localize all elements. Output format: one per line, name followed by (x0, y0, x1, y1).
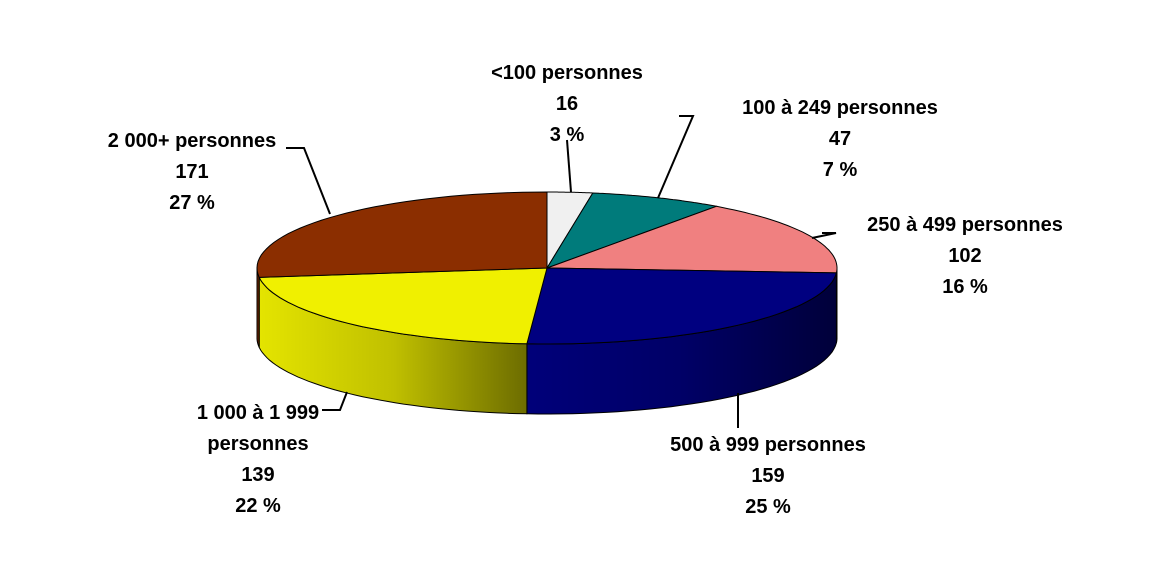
category-label: <100 personnes (491, 62, 643, 84)
percent-label: 16 % (942, 276, 988, 298)
category-label: 250 à 499 personnes (867, 214, 1063, 236)
percent-label: 27 % (169, 192, 215, 214)
slice-side-shade (526, 272, 837, 414)
value-label: 171 (175, 161, 209, 183)
percent-label: 3 % (549, 124, 585, 146)
percent-label: 22 % (235, 495, 281, 517)
value-label: 139 (241, 464, 275, 486)
leader-line (811, 232, 837, 239)
slice-side-shade (257, 268, 260, 348)
slice-label: 1 000 à 1 999 personnes 139 22 % (173, 398, 343, 522)
slice-label: 100 à 249 personnes 47 7 % (710, 93, 970, 186)
percent-label: 25 % (745, 496, 791, 518)
slice-label: <100 personnes 16 3 % (482, 58, 652, 151)
leader-line (322, 391, 348, 411)
slice (256, 191, 548, 278)
value-label: 47 (828, 128, 852, 150)
slice-side-shade (259, 277, 527, 414)
category-label: 100 à 249 personnes (742, 97, 938, 119)
leader-line (566, 139, 572, 193)
slice-label: 250 à 499 personnes 102 16 % (835, 210, 1095, 303)
leader-line (286, 147, 331, 215)
category-label: 1 000 à 1 999 personnes (196, 402, 320, 455)
percent-label: 7 % (822, 159, 858, 181)
value-label: 159 (751, 465, 785, 487)
slice-label: 2 000+ personnes 171 27 % (62, 126, 322, 219)
slice (546, 205, 838, 274)
slice-label: 500 à 999 personnes 159 25 % (638, 430, 898, 523)
value-label: 16 (555, 93, 579, 115)
leader-line (657, 115, 695, 199)
category-label: 500 à 999 personnes (670, 434, 866, 456)
value-label: 102 (948, 245, 982, 267)
slice (258, 267, 548, 345)
slice (526, 267, 838, 345)
category-label: 2 000+ personnes (107, 130, 277, 152)
